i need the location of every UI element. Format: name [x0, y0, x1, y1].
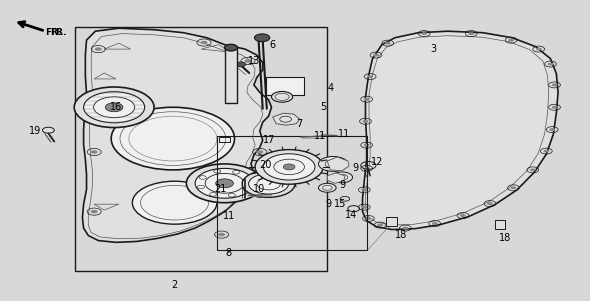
Circle shape: [552, 106, 558, 109]
Text: 9: 9: [352, 163, 359, 173]
Text: FR.: FR.: [50, 28, 67, 37]
Text: 13: 13: [248, 56, 260, 66]
Circle shape: [242, 170, 295, 197]
Circle shape: [363, 167, 369, 170]
Circle shape: [319, 157, 348, 171]
Circle shape: [225, 44, 237, 51]
Bar: [219, 137, 231, 141]
Text: 5: 5: [320, 102, 326, 112]
Text: 11: 11: [223, 211, 235, 221]
Circle shape: [236, 62, 245, 67]
Polygon shape: [83, 28, 271, 242]
Circle shape: [402, 227, 408, 230]
Circle shape: [218, 233, 225, 236]
Circle shape: [84, 92, 145, 123]
Circle shape: [487, 202, 493, 205]
Text: 20: 20: [260, 160, 272, 170]
Text: FR.: FR.: [45, 28, 61, 37]
Polygon shape: [273, 113, 300, 125]
Circle shape: [460, 214, 466, 217]
Circle shape: [367, 75, 373, 78]
Text: 18: 18: [395, 231, 407, 240]
Circle shape: [111, 107, 234, 170]
Circle shape: [91, 210, 98, 213]
Bar: [266, 77, 304, 95]
Bar: [494, 220, 505, 229]
Circle shape: [363, 98, 369, 101]
Text: 14: 14: [345, 209, 358, 220]
Text: 15: 15: [334, 199, 346, 209]
Circle shape: [530, 168, 536, 171]
Text: 8: 8: [225, 248, 232, 258]
Circle shape: [385, 42, 391, 45]
Circle shape: [549, 128, 555, 131]
Circle shape: [319, 183, 336, 192]
Circle shape: [216, 179, 233, 188]
Circle shape: [361, 188, 367, 191]
Circle shape: [186, 164, 263, 203]
Circle shape: [543, 150, 549, 153]
Circle shape: [256, 192, 263, 196]
Circle shape: [271, 92, 293, 102]
Circle shape: [332, 172, 353, 183]
Bar: [218, 135, 367, 250]
Circle shape: [508, 39, 514, 42]
Circle shape: [377, 224, 383, 227]
Polygon shape: [327, 157, 349, 171]
Circle shape: [373, 54, 379, 57]
Circle shape: [468, 32, 474, 35]
Circle shape: [510, 186, 516, 189]
Circle shape: [95, 47, 102, 51]
Circle shape: [132, 181, 217, 224]
Bar: [75, 27, 327, 271]
Circle shape: [548, 63, 553, 66]
Text: 17: 17: [263, 135, 276, 145]
Text: 10: 10: [253, 184, 265, 194]
Text: 2: 2: [172, 280, 178, 290]
Text: 3: 3: [430, 44, 436, 54]
Bar: [225, 48, 237, 103]
Circle shape: [365, 217, 371, 220]
Text: 21: 21: [214, 184, 227, 194]
Text: 7: 7: [297, 119, 303, 129]
Bar: [386, 217, 396, 226]
Text: 19: 19: [30, 126, 41, 136]
Text: 12: 12: [371, 157, 384, 167]
Circle shape: [195, 168, 254, 198]
Polygon shape: [362, 31, 558, 230]
Circle shape: [244, 59, 251, 63]
Circle shape: [201, 41, 208, 44]
Text: 6: 6: [270, 40, 276, 50]
Circle shape: [248, 174, 289, 194]
Text: 4: 4: [327, 83, 333, 93]
Text: 16: 16: [110, 102, 122, 112]
Text: 9: 9: [339, 180, 345, 190]
Circle shape: [106, 103, 123, 112]
Circle shape: [536, 48, 542, 51]
Circle shape: [363, 144, 369, 147]
Circle shape: [42, 127, 54, 133]
Circle shape: [255, 150, 323, 184]
Circle shape: [432, 222, 438, 225]
Text: 18: 18: [499, 234, 512, 244]
Text: 11: 11: [314, 131, 326, 141]
Circle shape: [256, 150, 263, 154]
Circle shape: [254, 34, 270, 42]
Circle shape: [362, 120, 368, 123]
Circle shape: [283, 164, 295, 170]
Circle shape: [361, 206, 367, 209]
Circle shape: [74, 87, 154, 128]
Text: 11: 11: [337, 129, 350, 139]
Polygon shape: [327, 173, 345, 183]
Circle shape: [552, 83, 558, 86]
Text: 9: 9: [326, 199, 332, 209]
Circle shape: [421, 32, 427, 35]
Circle shape: [91, 150, 98, 154]
Circle shape: [263, 154, 315, 180]
